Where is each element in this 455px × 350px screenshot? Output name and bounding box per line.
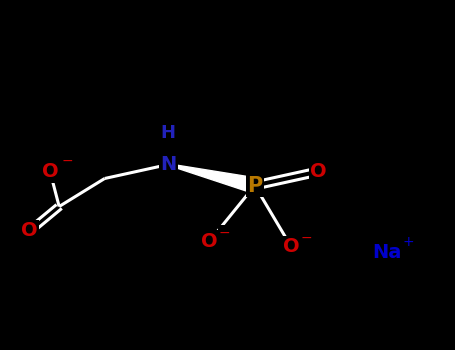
Polygon shape (168, 164, 258, 193)
Text: H: H (161, 124, 176, 142)
Text: P: P (247, 175, 263, 196)
Text: −: − (300, 231, 312, 245)
Text: O: O (310, 162, 327, 181)
Text: O: O (21, 222, 38, 240)
Text: O: O (42, 162, 58, 181)
Text: O: O (283, 237, 299, 256)
Text: N: N (160, 155, 177, 174)
Text: −: − (218, 226, 230, 240)
Text: +: + (403, 234, 415, 248)
Text: Na: Na (372, 243, 401, 261)
Text: −: − (61, 154, 73, 168)
Text: O: O (201, 232, 217, 251)
